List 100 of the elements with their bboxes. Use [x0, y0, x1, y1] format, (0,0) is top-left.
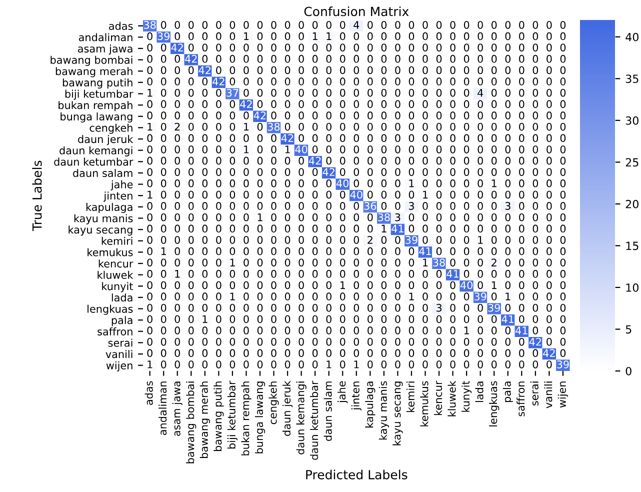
data-label: 0	[160, 88, 166, 97]
data-label: 0	[298, 326, 304, 334]
data-label: 0	[257, 360, 263, 368]
data-label: 0	[450, 78, 456, 86]
data-label: 0	[368, 112, 373, 120]
data-label: 0	[244, 156, 249, 165]
data-label: 36	[364, 202, 376, 210]
data-label: 0	[174, 213, 180, 222]
data-label: 0	[244, 281, 249, 290]
data-label: 0	[271, 360, 276, 368]
data-label: 0	[395, 338, 400, 346]
data-label: 0	[188, 213, 194, 222]
data-label: 0	[326, 156, 332, 165]
data-label: 0	[312, 134, 318, 142]
data-label: 0	[395, 134, 400, 142]
data-label: 0	[532, 236, 538, 244]
data-label: 0	[230, 338, 236, 346]
data-label: 0	[368, 326, 373, 334]
data-label: 0	[340, 326, 346, 334]
data-label: 0	[160, 100, 166, 108]
data-label: 0	[478, 100, 483, 108]
data-label: 0	[160, 258, 166, 266]
data-label: 0	[340, 213, 346, 222]
y-tick-label: kencur	[98, 260, 134, 268]
data-label: 0	[450, 236, 456, 244]
data-label: 0	[284, 88, 290, 97]
data-label: 0	[188, 156, 194, 165]
data-label: 0	[560, 281, 566, 290]
data-label: 0	[368, 315, 373, 324]
data-label: 0	[478, 360, 483, 368]
data-label: 0	[436, 326, 442, 334]
data-label: 0	[202, 168, 208, 176]
data-label: 0	[216, 44, 222, 52]
data-label: 0	[560, 168, 566, 176]
data-label: 0	[491, 112, 497, 120]
data-label: 0	[450, 112, 456, 120]
data-label: 0	[491, 156, 497, 165]
data-label: 0	[230, 168, 236, 176]
data-label: 0	[354, 315, 360, 324]
data-label: 0	[271, 326, 276, 334]
data-label: 0	[546, 66, 552, 74]
data-label: 0	[505, 247, 510, 256]
data-label: 0	[188, 100, 194, 108]
data-label: 0	[326, 236, 332, 244]
data-label: 0	[560, 32, 566, 40]
data-label: 0	[188, 190, 194, 199]
data-label: 0	[354, 134, 360, 142]
data-label: 0	[478, 168, 483, 176]
data-label: 0	[284, 236, 290, 244]
data-label: 0	[202, 338, 208, 346]
data-label: 1	[148, 190, 152, 198]
data-label: 0	[244, 78, 249, 86]
data-label: 0	[491, 88, 497, 97]
data-label: 0	[202, 88, 208, 97]
data-label: 0	[340, 32, 346, 40]
data-label: 0	[188, 179, 194, 188]
data-label: 0	[257, 270, 263, 278]
y-tick-label: jahe	[110, 180, 133, 190]
data-label: 0	[147, 326, 152, 334]
x-tick-label: bawang putih	[214, 382, 224, 451]
data-label: 0	[326, 338, 332, 346]
data-label: 0	[560, 213, 566, 222]
data-label: 0	[395, 304, 400, 312]
data-label: 0	[271, 32, 276, 40]
data-label: 0	[354, 122, 360, 131]
data-label: 0	[271, 66, 276, 74]
data-label: 0	[546, 145, 552, 154]
data-label: 0	[422, 292, 428, 300]
data-label: 0	[519, 78, 524, 86]
data-label: 1	[409, 180, 414, 188]
data-label: 0	[408, 78, 414, 86]
y-tick-label: kapulaga	[86, 202, 132, 214]
x-tick-label: kluwek	[448, 380, 456, 416]
data-label: 0	[532, 202, 538, 210]
data-label: 0	[340, 258, 346, 266]
data-label: 0	[422, 168, 428, 176]
x-tick-label: kemiri	[406, 382, 415, 412]
data-label: 42	[198, 66, 210, 74]
data-label: 0	[532, 304, 538, 312]
data-label: 0	[202, 44, 208, 52]
data-label: 0	[257, 258, 263, 266]
data-label: 0	[450, 360, 456, 368]
data-label: 0	[505, 304, 510, 312]
data-label: 0	[436, 349, 442, 358]
data-label: 0	[257, 179, 263, 188]
data-label: 1	[478, 236, 483, 244]
data-label: 38	[433, 258, 445, 266]
data-label: 0	[216, 326, 222, 334]
data-label: 0	[312, 88, 318, 97]
data-label: 0	[174, 54, 180, 63]
data-label: 41	[392, 224, 404, 232]
data-label: 1	[202, 315, 208, 323]
data-label: 1	[423, 258, 428, 266]
data-label: 0	[174, 304, 180, 312]
data-label: 0	[326, 315, 332, 324]
data-label: 0	[257, 122, 263, 131]
data-label: 0	[491, 134, 497, 142]
data-label: 0	[478, 134, 483, 142]
data-label: 0	[147, 315, 152, 324]
data-label: 0	[202, 202, 208, 210]
